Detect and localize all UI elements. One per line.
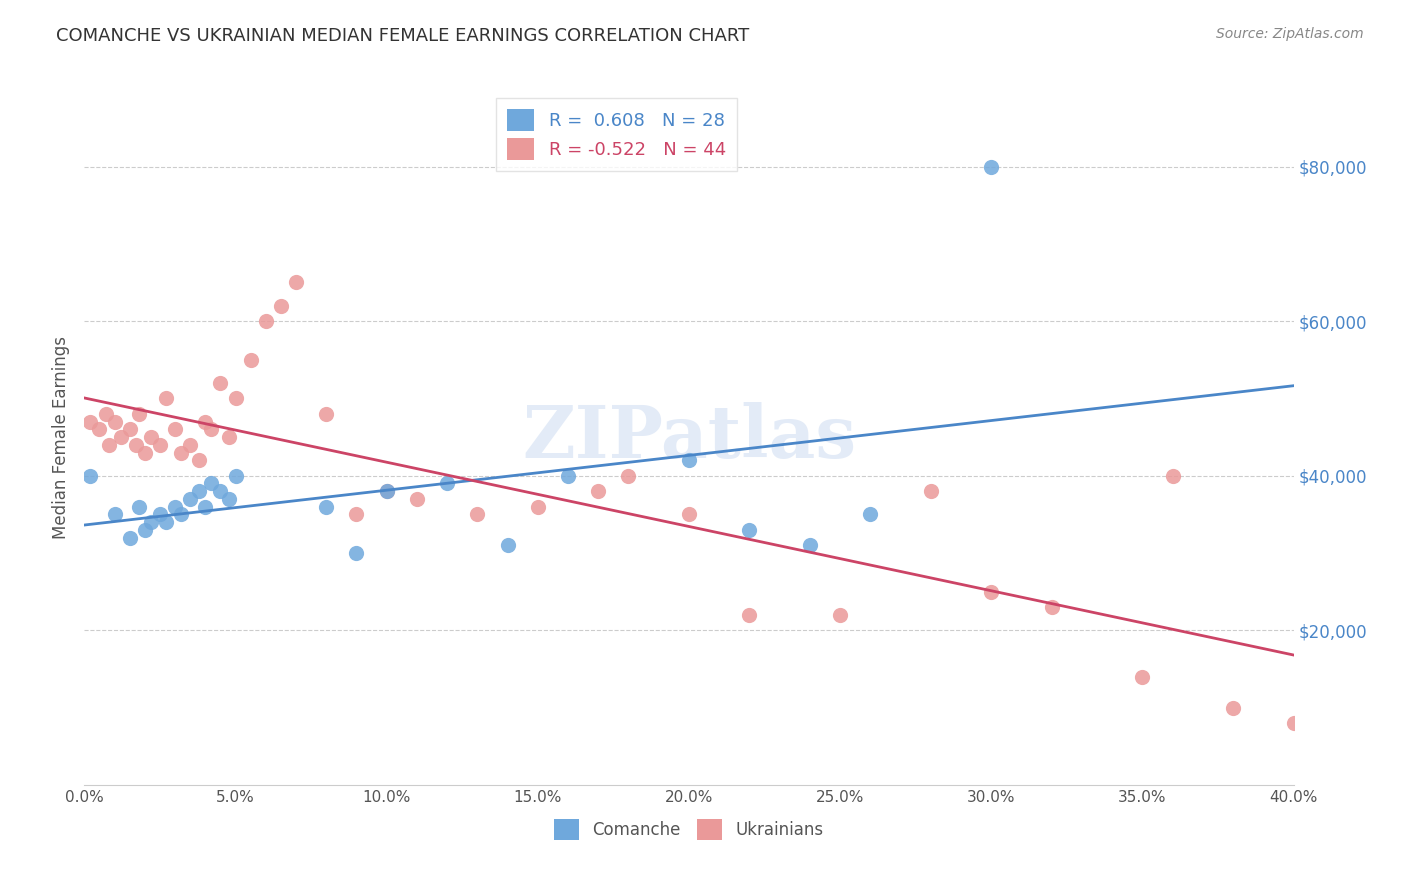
Point	[678, 508, 700, 522]
Point	[678, 453, 700, 467]
Point	[859, 508, 882, 522]
Point	[375, 484, 398, 499]
Point	[239, 352, 262, 367]
Point	[118, 531, 141, 545]
Point	[134, 445, 156, 459]
Point	[179, 491, 201, 506]
Point	[830, 607, 852, 622]
Point	[194, 415, 217, 429]
Point	[218, 491, 240, 506]
Point	[225, 392, 247, 406]
Point	[155, 515, 177, 529]
Point	[128, 500, 150, 514]
Point	[188, 453, 211, 467]
Point	[165, 422, 187, 436]
Point	[527, 500, 550, 514]
Point	[170, 508, 193, 522]
Point	[1222, 700, 1244, 714]
Point	[1130, 670, 1153, 684]
Point	[436, 476, 458, 491]
Point	[194, 500, 217, 514]
Point	[89, 422, 111, 436]
Point	[315, 500, 337, 514]
Point	[315, 407, 337, 421]
Point	[738, 607, 761, 622]
Point	[617, 468, 640, 483]
Text: ZIPatlas: ZIPatlas	[522, 401, 856, 473]
Point	[467, 508, 489, 522]
Point	[209, 376, 232, 390]
Text: Source: ZipAtlas.com: Source: ZipAtlas.com	[1216, 27, 1364, 41]
Y-axis label: Median Female Earnings: Median Female Earnings	[52, 335, 70, 539]
Point	[1282, 716, 1305, 731]
Point	[110, 430, 132, 444]
Point	[134, 523, 156, 537]
Point	[139, 430, 162, 444]
Point	[406, 491, 429, 506]
Legend: Comanche, Ukrainians: Comanche, Ukrainians	[547, 813, 831, 847]
Point	[125, 438, 148, 452]
Point	[139, 515, 162, 529]
Point	[254, 314, 277, 328]
Point	[149, 508, 172, 522]
Point	[94, 407, 117, 421]
Point	[738, 523, 761, 537]
Point	[346, 508, 368, 522]
Point	[128, 407, 150, 421]
Point	[285, 276, 308, 290]
Point	[375, 484, 398, 499]
Point	[165, 500, 187, 514]
Point	[104, 508, 127, 522]
Point	[496, 538, 519, 552]
Point	[980, 584, 1002, 599]
Point	[200, 422, 222, 436]
Point	[179, 438, 201, 452]
Point	[79, 415, 101, 429]
Point	[1040, 600, 1063, 615]
Point	[270, 299, 292, 313]
Point	[225, 468, 247, 483]
Point	[346, 546, 368, 560]
Point	[799, 538, 821, 552]
Point	[557, 468, 579, 483]
Point	[188, 484, 211, 499]
Point	[118, 422, 141, 436]
Point	[155, 392, 177, 406]
Point	[200, 476, 222, 491]
Point	[104, 415, 127, 429]
Point	[980, 160, 1002, 174]
Point	[79, 468, 101, 483]
Point	[170, 445, 193, 459]
Point	[149, 438, 172, 452]
Point	[1161, 468, 1184, 483]
Point	[97, 438, 120, 452]
Point	[209, 484, 232, 499]
Point	[588, 484, 610, 499]
Point	[218, 430, 240, 444]
Point	[920, 484, 942, 499]
Text: COMANCHE VS UKRAINIAN MEDIAN FEMALE EARNINGS CORRELATION CHART: COMANCHE VS UKRAINIAN MEDIAN FEMALE EARN…	[56, 27, 749, 45]
